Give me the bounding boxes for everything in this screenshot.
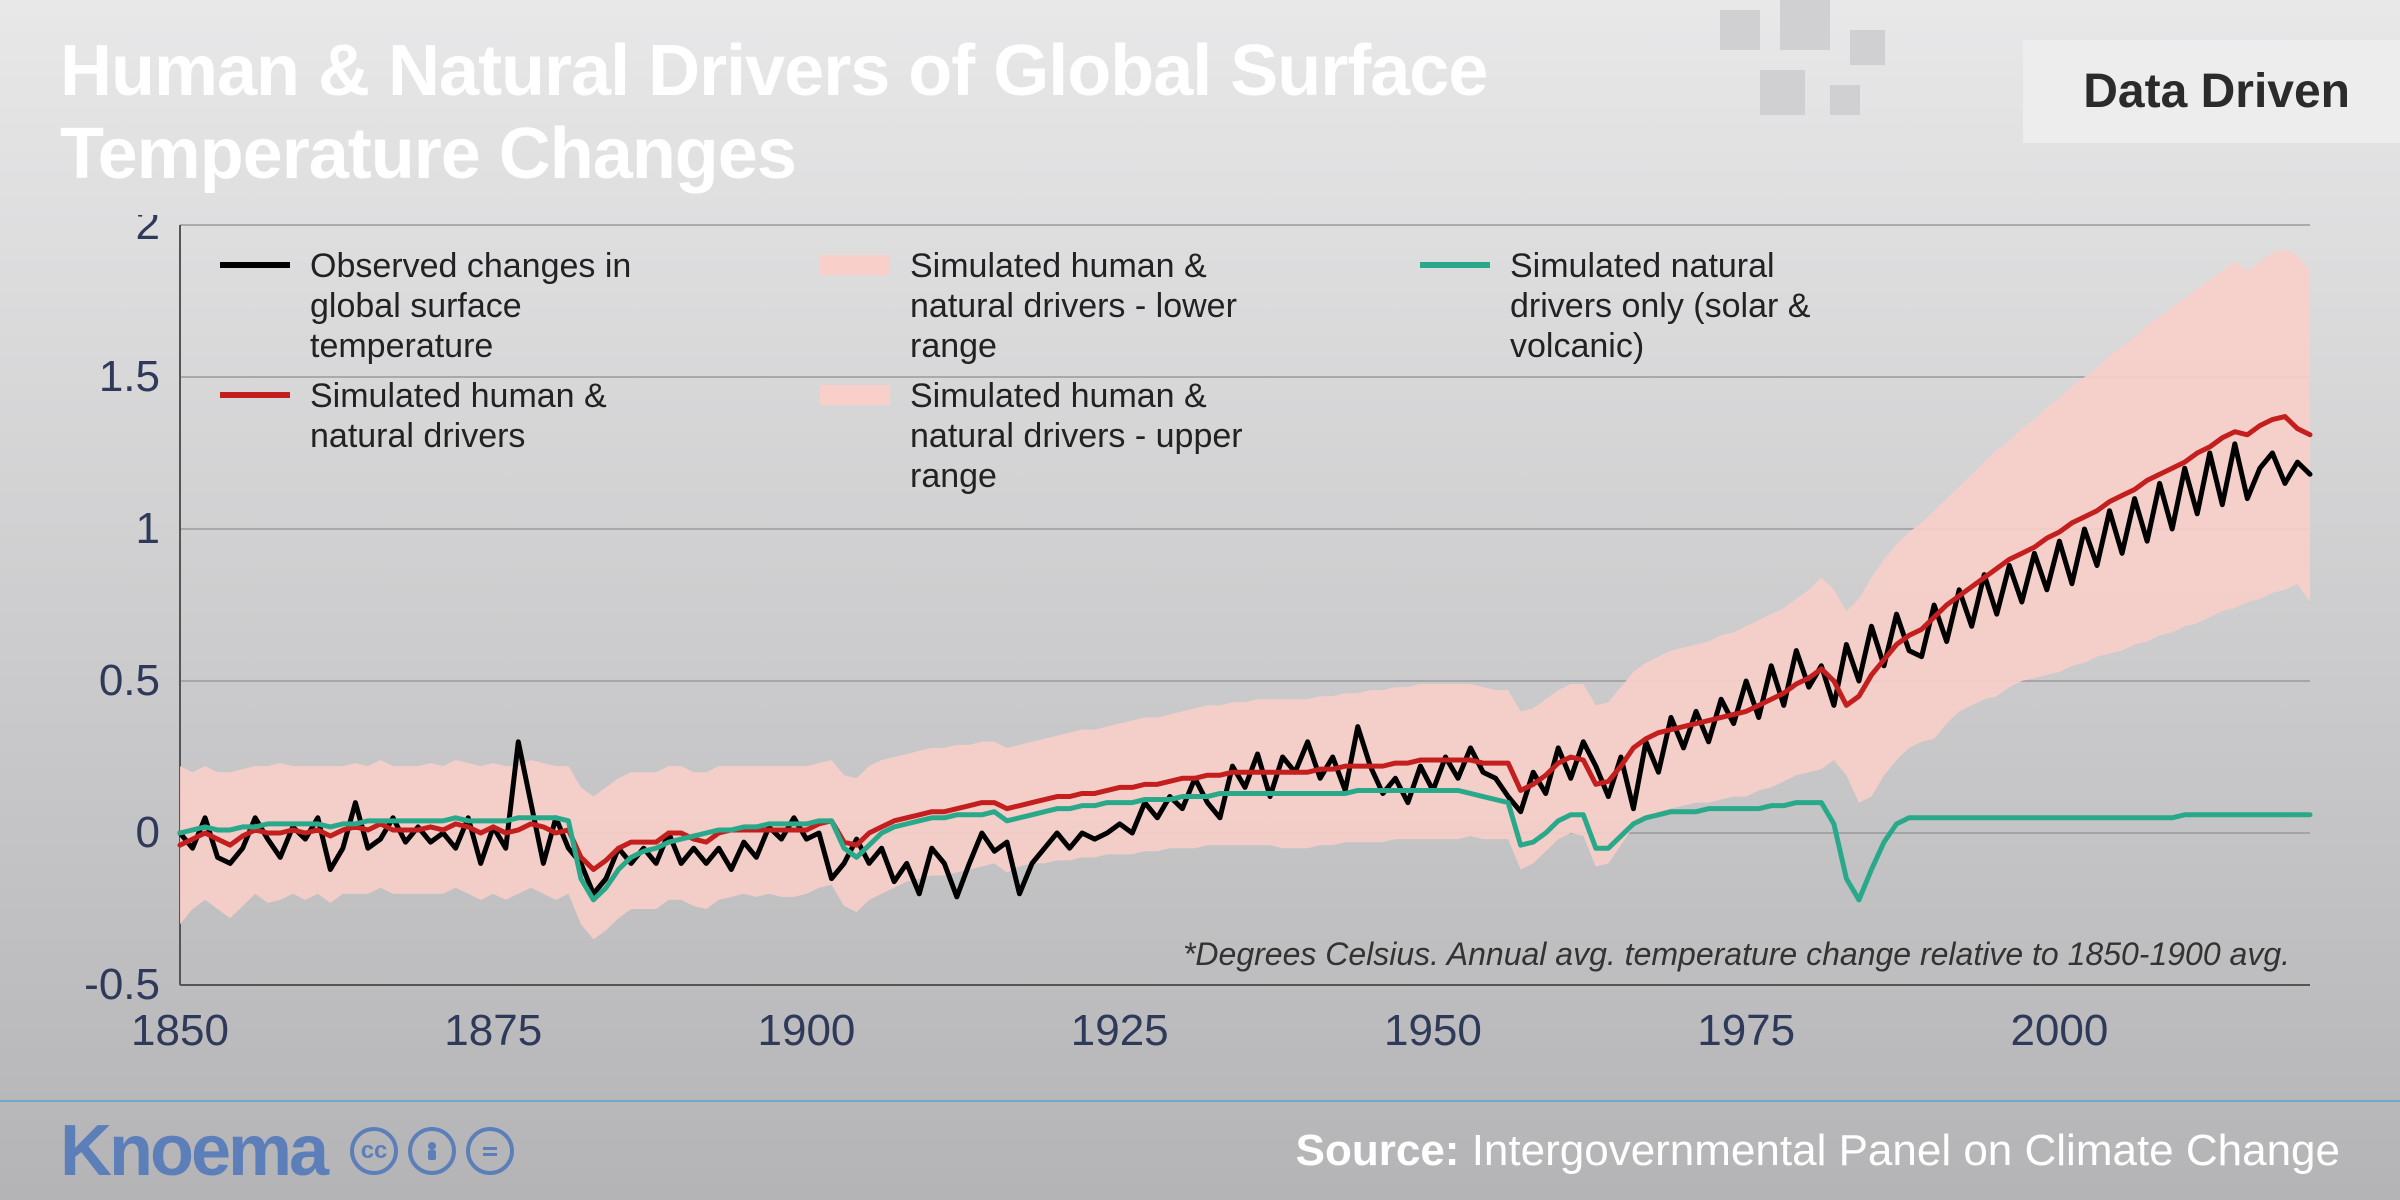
brand-badge: Data Driven — [2023, 40, 2400, 143]
cc-nd-icon — [466, 1127, 514, 1175]
source-label: Source: — [1296, 1126, 1460, 1175]
source-value: Intergovernmental Panel on Climate Chang… — [1472, 1126, 2340, 1175]
svg-text:1850: 1850 — [131, 1006, 229, 1055]
svg-text:Simulated human &: Simulated human & — [910, 377, 1207, 415]
svg-text:global surface: global surface — [310, 287, 522, 325]
svg-text:volcanic): volcanic) — [1510, 327, 1644, 365]
svg-text:drivers only (solar &: drivers only (solar & — [1510, 287, 1811, 325]
svg-text:Observed changes in: Observed changes in — [310, 247, 631, 285]
svg-text:1950: 1950 — [1384, 1006, 1482, 1055]
cc-icons: cc — [350, 1127, 514, 1175]
cc-license-icon: cc — [350, 1127, 398, 1175]
svg-text:2000: 2000 — [2010, 1006, 2108, 1055]
chart-svg: -0.5 0 0.5 1 1.5 2 1850 1875 1900 1925 1950 1975 200… — [60, 215, 2340, 1075]
svg-text:0.5: 0.5 — [99, 656, 160, 705]
badge-wrap: Data Driven — [1780, 40, 2400, 140]
svg-text:1: 1 — [136, 504, 160, 553]
svg-text:range: range — [910, 327, 997, 365]
svg-text:Simulated human &: Simulated human & — [310, 377, 607, 415]
svg-text:2: 2 — [136, 215, 160, 249]
svg-text:1975: 1975 — [1697, 1006, 1795, 1055]
logo-block: Knoema cc — [60, 1110, 514, 1192]
svg-text:temperature: temperature — [310, 327, 493, 365]
svg-text:-0.5: -0.5 — [84, 960, 160, 1009]
cc-by-icon — [408, 1127, 456, 1175]
svg-text:1925: 1925 — [1071, 1006, 1169, 1055]
svg-text:1900: 1900 — [758, 1006, 856, 1055]
svg-text:natural drivers - upper: natural drivers - upper — [910, 417, 1243, 455]
svg-text:Simulated natural: Simulated natural — [1510, 247, 1775, 285]
svg-text:natural drivers - lower: natural drivers - lower — [910, 287, 1237, 325]
svg-text:natural drivers: natural drivers — [310, 417, 525, 455]
svg-text:*Degrees Celsius. Annual avg.: *Degrees Celsius. Annual avg. temperatur… — [1183, 936, 2290, 972]
source-text: Source: Intergovernmental Panel on Clima… — [1296, 1126, 2340, 1176]
page-title: Human & Natural Drivers of Global Surfac… — [60, 30, 1487, 196]
svg-text:1875: 1875 — [444, 1006, 542, 1055]
svg-text:Simulated human &: Simulated human & — [910, 247, 1207, 285]
svg-text:1.5: 1.5 — [99, 352, 160, 401]
logo-text: Knoema — [60, 1110, 326, 1192]
svg-text:range: range — [910, 457, 997, 495]
footer: Knoema cc Source: Intergovernmental Pane… — [0, 1100, 2400, 1200]
svg-text:0: 0 — [136, 808, 160, 857]
chart: -0.5 0 0.5 1 1.5 2 1850 1875 1900 1925 1950 1975 200… — [60, 215, 2340, 1075]
